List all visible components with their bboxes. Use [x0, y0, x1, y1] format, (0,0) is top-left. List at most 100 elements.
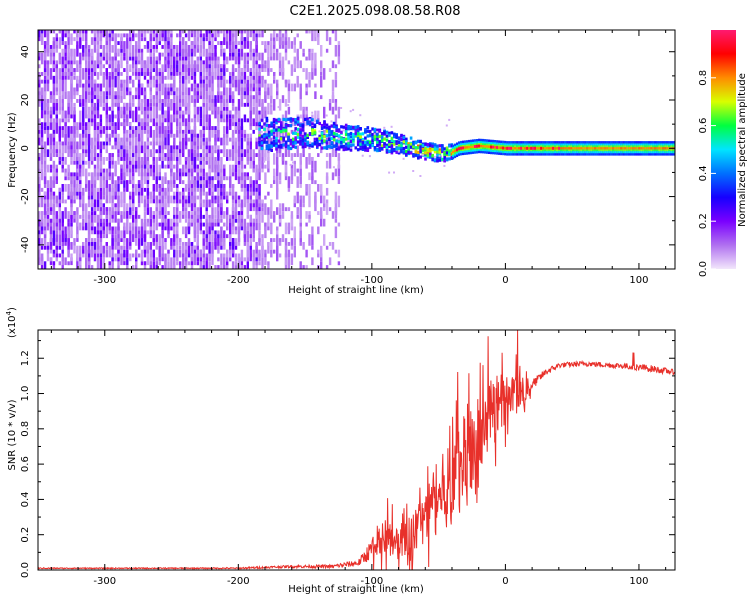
heatmap-cell: [126, 75, 129, 84]
heatmap-cell: [52, 180, 56, 185]
heatmap-cell: [85, 238, 88, 242]
heatmap-cell: [164, 153, 167, 157]
heatmap-cell: [284, 52, 288, 61]
heatmap-cell: [52, 137, 56, 142]
heatmap-cell: [111, 261, 114, 269]
heatmap-cell: [38, 91, 41, 103]
heatmap-cell: [237, 211, 241, 223]
heatmap-cell: [289, 117, 293, 121]
heatmap-cell: [61, 211, 64, 223]
heatmap-cell: [249, 230, 252, 239]
heatmap-cell: [155, 41, 158, 45]
heatmap-cell: [117, 60, 120, 72]
heatmap-cell: [58, 95, 61, 107]
heatmap-cell: [397, 144, 401, 148]
heatmap-cell: [347, 132, 350, 137]
heatmap-cell: [308, 118, 311, 121]
heatmap-cell: [202, 242, 205, 250]
heatmap-cell: [132, 226, 135, 231]
heatmap-cell: [443, 159, 446, 163]
heatmap-cell: [43, 191, 47, 196]
heatmap-cell: [275, 118, 278, 122]
heatmap-cell: [126, 172, 129, 177]
heatmap-cell: [223, 126, 226, 134]
heatmap-cell: [170, 195, 173, 204]
heatmap-cell: [290, 211, 294, 219]
heatmap-cell: [273, 52, 276, 61]
heatmap-cell: [99, 30, 103, 34]
heatmap-cell: [205, 172, 208, 177]
heatmap-cell: [40, 245, 44, 250]
heatmap-cell: [176, 261, 179, 266]
heatmap-cell: [117, 218, 120, 231]
heatmap-cell: [294, 120, 297, 124]
heatmap-cell: [383, 126, 386, 129]
heatmap-cell: [155, 149, 158, 154]
heatmap-cell: [146, 207, 150, 215]
heatmap-cell: [67, 45, 70, 49]
heatmap-cell: [211, 126, 214, 130]
heatmap-cell: [93, 79, 97, 84]
heatmap-cell: [264, 106, 267, 119]
heatmap-cell: [196, 242, 199, 250]
heatmap-cell: [90, 238, 94, 242]
heatmap-cell: [237, 30, 241, 34]
heatmap-cell: [441, 157, 444, 161]
heatmap-cell: [176, 52, 179, 57]
heatmap-cell: [164, 238, 167, 250]
heatmap-cell: [61, 64, 64, 69]
heatmap-cell: [460, 146, 463, 150]
heatmap-cell: [330, 145, 334, 149]
heatmap-cell: [152, 118, 155, 127]
heatmap-cell: [281, 214, 285, 219]
heatmap-cell: [161, 133, 164, 146]
heatmap-cell: [409, 145, 413, 149]
heatmap-cell: [149, 114, 152, 119]
heatmap-cell: [317, 30, 320, 38]
heatmap-cell: [190, 75, 194, 80]
heatmap-cell: [143, 99, 147, 103]
heatmap-cell: [187, 191, 191, 196]
heatmap-cell: [52, 41, 56, 45]
colorbar-tick-label: 0.6: [698, 118, 709, 134]
heatmap-cell: [429, 149, 432, 153]
heatmap-cell: [470, 145, 473, 149]
heatmap-cell: [445, 148, 449, 152]
heatmap-cell: [226, 30, 229, 34]
heatmap-cell: [261, 64, 264, 69]
heatmap-cell: [255, 141, 258, 150]
heatmap-cell: [584, 147, 587, 150]
heatmap-cell: [361, 143, 365, 148]
heatmap-cell: [313, 131, 317, 135]
heatmap-cell: [202, 114, 205, 127]
heatmap-cell: [273, 99, 276, 111]
heatmap-cell: [87, 122, 91, 127]
heatmap-cell: [199, 207, 202, 212]
heatmap-cell: [58, 37, 61, 49]
heatmap-cell: [620, 147, 623, 150]
heatmap-cell: [223, 30, 226, 34]
heatmap-cell: [164, 133, 167, 146]
heatmap-cell: [234, 199, 238, 204]
heatmap-cell: [120, 211, 123, 215]
heatmap-cell: [364, 141, 367, 145]
heatmap-cell: [280, 125, 283, 129]
heatmap-cell: [93, 238, 97, 242]
heatmap-cell: [445, 151, 449, 155]
heatmap-cell: [287, 106, 291, 115]
heatmap-cell: [202, 168, 205, 173]
heatmap-cell: [576, 147, 579, 150]
heatmap-cell: [252, 52, 255, 57]
x-tick-label: -300: [93, 275, 116, 286]
heatmap-cell: [170, 153, 173, 161]
heatmap-cell: [87, 114, 91, 119]
heatmap-cell: [306, 141, 309, 146]
heatmap-cell: [126, 180, 129, 185]
heatmap-cell: [114, 164, 117, 173]
heatmap-cell: [102, 141, 105, 146]
heatmap-cell: [498, 146, 501, 149]
heatmap-cell: [202, 72, 205, 80]
heatmap-cell: [226, 30, 229, 42]
heatmap-cell: [152, 261, 155, 269]
heatmap-cell: [588, 147, 591, 150]
